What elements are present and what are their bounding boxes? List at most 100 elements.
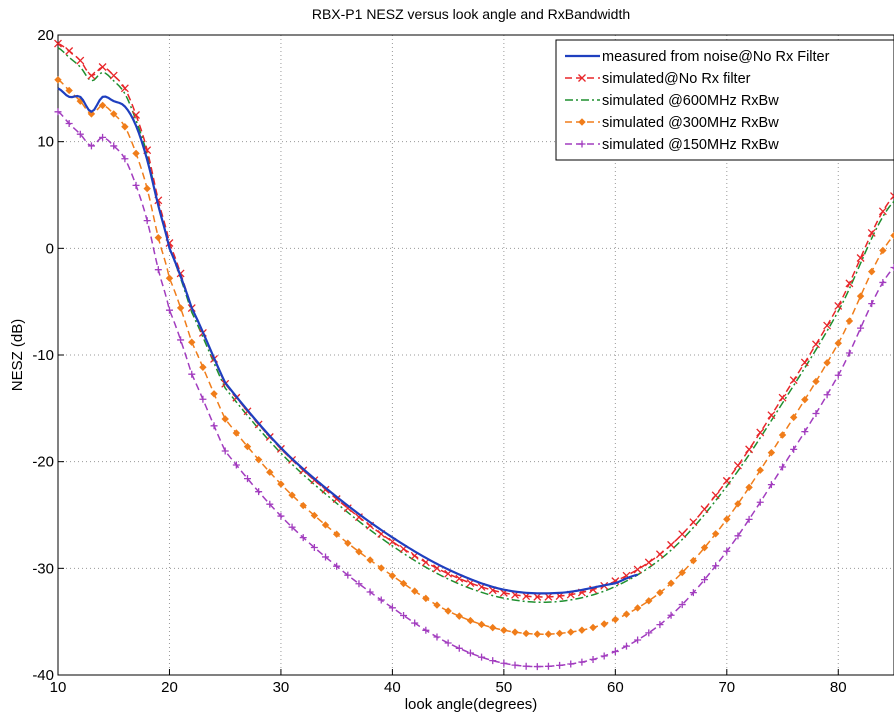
data-point-marker — [868, 300, 876, 308]
data-point-marker — [790, 445, 798, 453]
legend-entry: simulated @600MHz RxBw — [565, 93, 779, 109]
data-point-marker — [132, 111, 140, 119]
series-5 — [54, 108, 894, 671]
data-point-marker — [800, 358, 809, 367]
data-point-marker — [444, 639, 452, 647]
data-point-marker — [98, 101, 107, 110]
data-point-marker — [54, 108, 62, 116]
legend-entry: simulated@No Rx filter — [565, 71, 751, 87]
data-point-marker — [76, 56, 85, 65]
data-point-marker — [176, 304, 185, 312]
data-point-marker — [600, 652, 608, 660]
data-point-marker — [288, 491, 296, 499]
data-point-marker — [711, 491, 720, 500]
data-point-marker — [221, 415, 229, 423]
legend-entry: measured from noise@No Rx Filter — [565, 49, 830, 65]
data-point-marker — [711, 530, 720, 538]
data-point-marker — [655, 550, 664, 559]
data-point-marker — [633, 565, 642, 574]
data-point-marker — [65, 47, 74, 55]
data-point-marker — [388, 572, 397, 580]
data-point-marker — [823, 391, 831, 399]
data-point-marker — [343, 504, 352, 513]
data-point-marker — [823, 359, 831, 367]
data-point-marker — [165, 306, 173, 314]
data-point-marker — [578, 658, 586, 666]
data-point-marker — [789, 413, 798, 422]
data-point-marker — [845, 349, 853, 357]
data-point-marker — [667, 579, 675, 587]
data-point-marker — [388, 604, 396, 612]
data-point-marker — [255, 488, 263, 496]
data-point-marker — [188, 370, 196, 378]
data-point-marker — [165, 274, 174, 282]
data-point-marker — [422, 594, 430, 603]
series-line — [57, 79, 894, 635]
data-point-marker — [266, 500, 274, 508]
data-point-marker — [366, 556, 374, 564]
data-point-marker — [723, 515, 731, 523]
data-point-marker — [87, 110, 96, 118]
data-point-marker — [767, 448, 776, 457]
data-point-marker — [812, 377, 820, 386]
data-point-marker — [778, 393, 787, 402]
data-point-marker — [823, 321, 832, 330]
data-point-marker — [778, 431, 787, 439]
x-tick-label: 80 — [830, 679, 847, 696]
data-point-marker — [589, 655, 597, 663]
data-point-marker — [277, 512, 285, 520]
data-point-marker — [801, 428, 809, 436]
data-point-marker — [567, 628, 575, 636]
x-tick-label: 60 — [607, 679, 624, 696]
data-point-marker — [310, 511, 319, 520]
data-point-marker — [734, 532, 742, 540]
data-point-marker — [645, 629, 653, 637]
data-point-marker — [422, 626, 430, 634]
data-point-marker — [299, 534, 307, 542]
data-point-marker — [110, 142, 118, 150]
data-point-marker — [254, 455, 263, 464]
data-point-marker — [745, 445, 754, 454]
data-point-marker — [444, 607, 452, 615]
data-point-marker — [87, 71, 96, 80]
data-point-marker — [723, 547, 731, 555]
y-tick-label: -40 — [32, 667, 54, 684]
data-point-marker — [611, 648, 619, 656]
data-point-marker — [678, 530, 687, 539]
data-point-marker — [522, 662, 530, 670]
data-point-marker — [466, 616, 475, 625]
series-1 — [57, 87, 638, 595]
data-point-marker — [533, 592, 542, 601]
data-point-marker — [645, 597, 653, 605]
data-point-marker — [656, 588, 664, 597]
data-point-marker — [856, 254, 865, 262]
data-point-marker — [143, 217, 151, 225]
legend-label: measured from noise@No Rx Filter — [602, 49, 830, 65]
x-tick-label: 20 — [161, 679, 178, 696]
data-point-marker — [500, 626, 508, 634]
x-tick-label: 70 — [718, 679, 735, 696]
data-point-marker — [533, 663, 541, 671]
legend-box — [555, 39, 894, 161]
y-tick-label: 10 — [37, 134, 54, 151]
data-point-marker — [266, 468, 274, 476]
data-point-marker — [455, 644, 463, 652]
y-tick-label: 20 — [37, 27, 54, 44]
data-point-marker — [478, 653, 486, 661]
data-point-marker — [110, 110, 118, 118]
data-point-marker — [600, 620, 608, 628]
data-point-marker — [221, 447, 229, 455]
data-point-marker — [433, 601, 441, 609]
data-point-marker — [199, 395, 207, 403]
data-point-marker — [689, 556, 698, 565]
data-point-marker — [332, 530, 341, 538]
data-point-marker — [355, 548, 363, 556]
data-point-marker — [132, 181, 140, 189]
data-point-marker — [199, 363, 207, 371]
series-4 — [54, 76, 894, 638]
data-point-marker — [210, 422, 218, 430]
data-point-marker — [678, 568, 686, 577]
data-point-marker — [779, 463, 787, 471]
data-point-marker — [700, 543, 709, 552]
data-point-marker — [867, 267, 876, 276]
